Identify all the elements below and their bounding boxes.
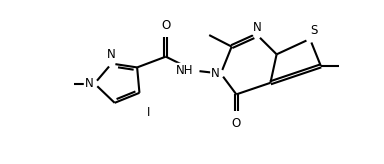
Text: NH: NH xyxy=(175,64,193,77)
Text: O: O xyxy=(232,117,241,130)
Text: N: N xyxy=(211,67,220,80)
Text: N: N xyxy=(253,20,262,34)
Text: I: I xyxy=(147,106,151,119)
Text: S: S xyxy=(311,24,318,37)
Text: N: N xyxy=(85,77,94,90)
Text: O: O xyxy=(161,19,170,32)
Text: N: N xyxy=(107,48,116,61)
